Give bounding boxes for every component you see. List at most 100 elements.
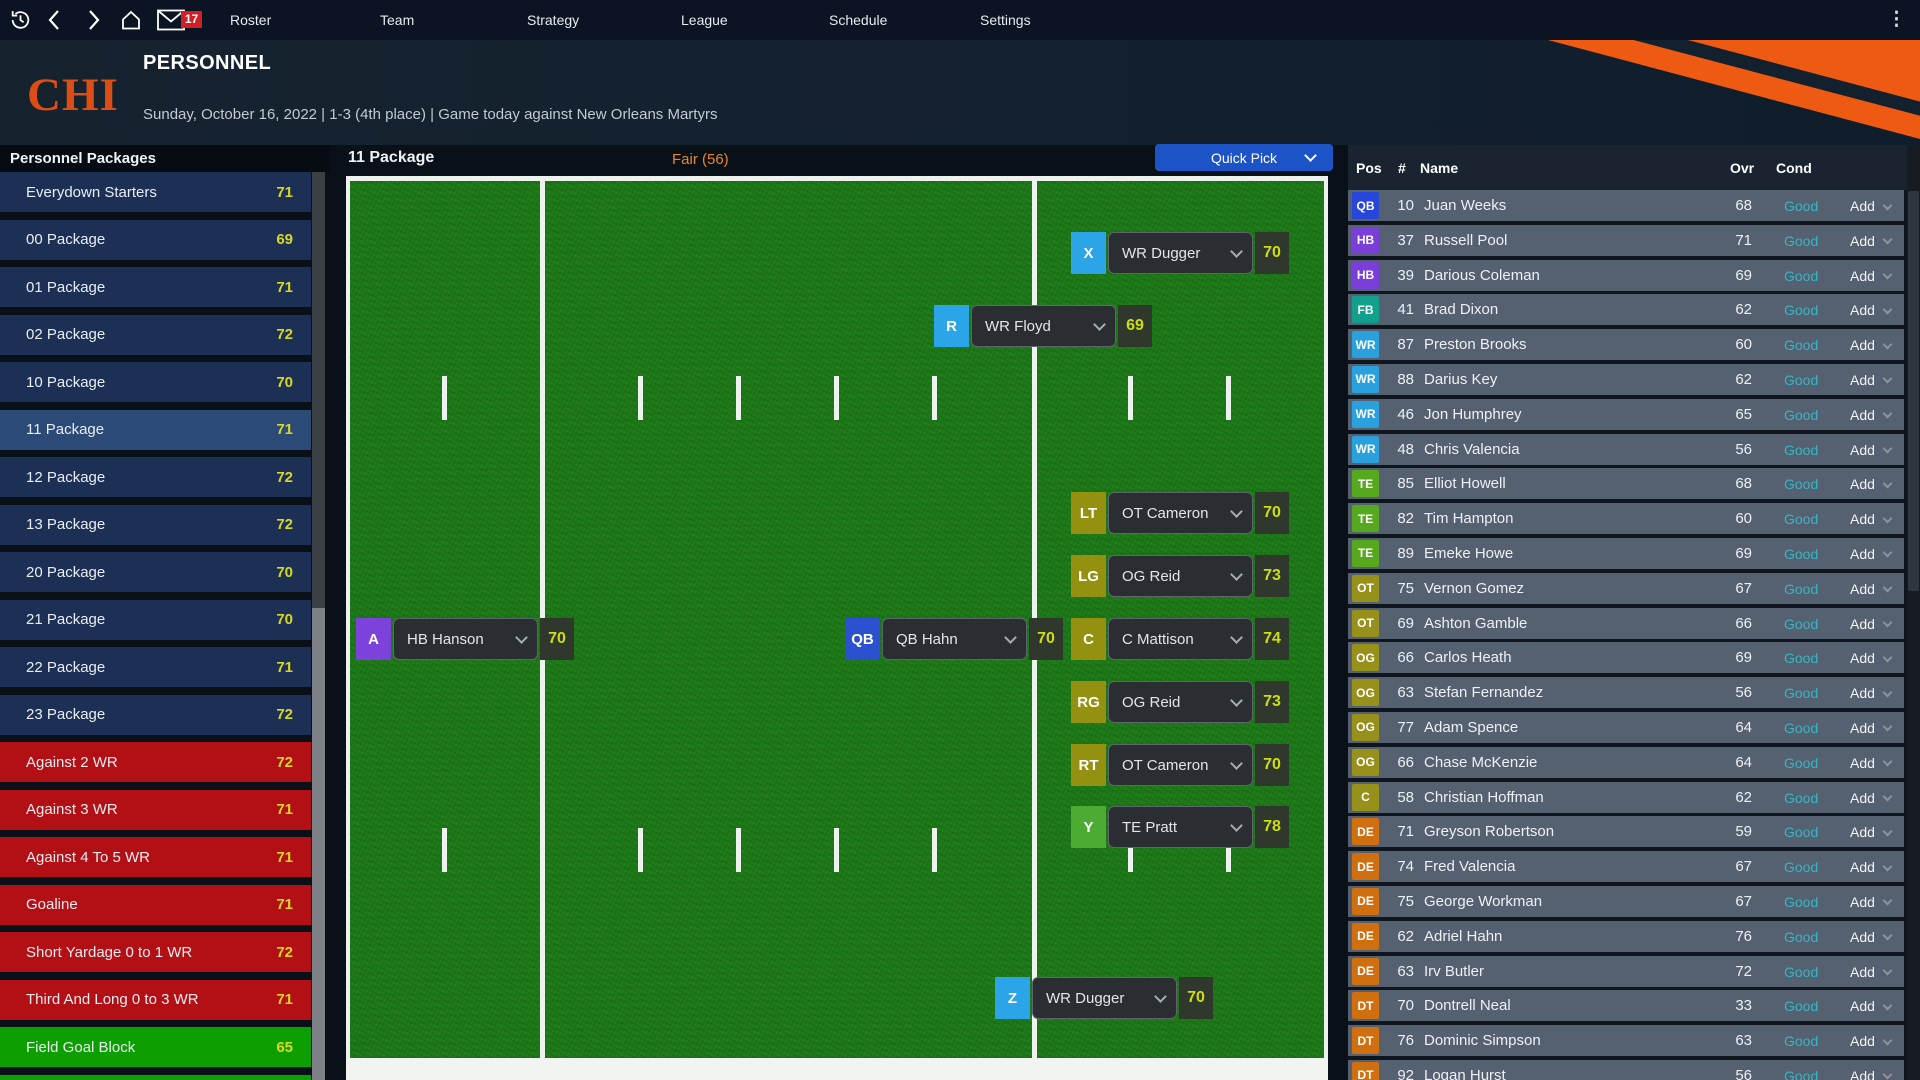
player-select[interactable]: WR Dugger	[1108, 232, 1253, 274]
package-item[interactable]: 00 Package 69	[0, 219, 311, 260]
add-button[interactable]: Add	[1850, 1033, 1893, 1049]
package-item[interactable]: 22 Package 71	[0, 647, 311, 687]
roster-row[interactable]: TE 85 Elliot Howell 68 Good Add	[1348, 468, 1904, 500]
package-item[interactable]: Everydown Starters 71	[0, 172, 311, 212]
package-item[interactable]: 12 Package 72	[0, 457, 311, 497]
add-button[interactable]: Add	[1850, 268, 1893, 284]
player-select[interactable]: WR Floyd	[971, 305, 1116, 347]
roster-row[interactable]: FB 41 Brad Dixon 62 Good Add	[1348, 294, 1904, 326]
add-button[interactable]: Add	[1850, 964, 1893, 980]
roster-row[interactable]: DT 70 Dontrell Neal 33 Good Add	[1348, 990, 1904, 1022]
package-item[interactable]: Field Goal Block 65	[0, 1027, 311, 1067]
player-select[interactable]: QB Hahn	[882, 618, 1027, 660]
home-icon[interactable]	[119, 8, 143, 32]
add-button[interactable]: Add	[1850, 998, 1893, 1014]
add-button[interactable]: Add	[1850, 337, 1893, 353]
player-select[interactable]: OT Cameron	[1108, 492, 1253, 534]
forward-icon[interactable]	[87, 9, 101, 31]
roster-row[interactable]: WR 46 Jon Humphrey 65 Good Add	[1348, 398, 1904, 430]
roster-row[interactable]: DT 92 Logan Hurst 56 Good Add	[1348, 1059, 1904, 1080]
roster-row[interactable]: DT 76 Dominic Simpson 63 Good Add	[1348, 1025, 1904, 1057]
add-button[interactable]: Add	[1850, 824, 1893, 840]
package-item[interactable]: Short Yardage 0 to 1 WR 72	[0, 932, 311, 972]
roster-row[interactable]: WR 87 Preston Brooks 60 Good Add	[1348, 329, 1904, 361]
add-button[interactable]: Add	[1850, 894, 1893, 910]
roster-row[interactable]: HB 39 Darious Coleman 69 Good Add	[1348, 259, 1904, 291]
add-button[interactable]: Add	[1850, 372, 1893, 388]
nav-item-team[interactable]: Team	[380, 12, 415, 28]
roster-row[interactable]: OG 63 Stefan Fernandez 56 Good Add	[1348, 677, 1904, 709]
package-item[interactable]	[0, 1074, 311, 1080]
roster-row[interactable]: DE 62 Adriel Hahn 76 Good Add	[1348, 920, 1904, 952]
roster-row[interactable]: WR 88 Darius Key 62 Good Add	[1348, 363, 1904, 395]
nav-item-schedule[interactable]: Schedule	[829, 12, 888, 28]
add-button[interactable]: Add	[1850, 1068, 1893, 1080]
roster-row[interactable]: DE 74 Fred Valencia 67 Good Add	[1348, 851, 1904, 883]
roster-row[interactable]: TE 82 Tim Hampton 60 Good Add	[1348, 503, 1904, 535]
player-select[interactable]: OG Reid	[1108, 555, 1253, 597]
nav-item-league[interactable]: League	[681, 12, 728, 28]
package-item[interactable]: Against 4 To 5 WR 71	[0, 837, 311, 877]
add-button[interactable]: Add	[1850, 442, 1893, 458]
roster-row[interactable]: TE 89 Emeke Howe 69 Good Add	[1348, 537, 1904, 569]
add-button[interactable]: Add	[1850, 476, 1893, 492]
package-item[interactable]: 20 Package 70	[0, 552, 311, 592]
nav-item-roster[interactable]: Roster	[230, 12, 272, 28]
player-select[interactable]: HB Hanson	[393, 618, 538, 660]
package-item[interactable]: Against 2 WR 72	[0, 742, 311, 782]
roster-row[interactable]: C 58 Christian Hoffman 62 Good Add	[1348, 781, 1904, 813]
roster-row[interactable]: OG 66 Chase McKenzie 64 Good Add	[1348, 746, 1904, 778]
roster-scrollbar[interactable]	[1907, 145, 1920, 1080]
add-button[interactable]: Add	[1850, 929, 1893, 945]
add-button[interactable]: Add	[1850, 302, 1893, 318]
package-item[interactable]: 11 Package 71	[0, 409, 311, 450]
add-button[interactable]: Add	[1850, 616, 1893, 632]
roster-row[interactable]: OG 66 Carlos Heath 69 Good Add	[1348, 642, 1904, 674]
nav-item-settings[interactable]: Settings	[980, 12, 1031, 28]
add-button[interactable]: Add	[1850, 546, 1893, 562]
player-name: Darious Coleman	[1424, 266, 1540, 284]
roster-row[interactable]: DE 71 Greyson Robertson 59 Good Add	[1348, 816, 1904, 848]
player-select[interactable]: OG Reid	[1108, 681, 1253, 723]
package-item[interactable]: Against 3 WR 71	[0, 789, 311, 830]
kebab-menu-icon[interactable]: ⋮	[1887, 9, 1906, 30]
roster-row[interactable]: OG 77 Adam Spence 64 Good Add	[1348, 711, 1904, 743]
add-button[interactable]: Add	[1850, 790, 1893, 806]
package-item[interactable]: 10 Package 70	[0, 362, 311, 402]
player-select[interactable]: WR Dugger	[1032, 977, 1177, 1019]
player-select[interactable]: C Mattison	[1108, 618, 1253, 660]
history-icon[interactable]	[8, 8, 33, 33]
roster-scrollbar-thumb[interactable]	[1908, 191, 1919, 591]
package-item[interactable]: 21 Package 70	[0, 599, 311, 640]
add-button[interactable]: Add	[1850, 198, 1893, 214]
package-item[interactable]: 01 Package 71	[0, 267, 311, 307]
package-item[interactable]: Goaline 71	[0, 884, 311, 925]
quick-pick-button[interactable]: Quick Pick	[1155, 144, 1333, 171]
package-item[interactable]: 13 Package 72	[0, 504, 311, 545]
add-button[interactable]: Add	[1850, 511, 1893, 527]
add-button[interactable]: Add	[1850, 233, 1893, 249]
roster-row[interactable]: OT 75 Vernon Gomez 67 Good Add	[1348, 572, 1904, 604]
add-button[interactable]: Add	[1850, 407, 1893, 423]
jersey-number: 71	[1397, 823, 1414, 841]
package-item[interactable]: Third And Long 0 to 3 WR 71	[0, 979, 311, 1020]
roster-row[interactable]: OT 69 Ashton Gamble 66 Good Add	[1348, 607, 1904, 639]
roster-row[interactable]: DE 75 George Workman 67 Good Add	[1348, 885, 1904, 917]
player-select[interactable]: TE Pratt	[1108, 806, 1253, 848]
nav-item-strategy[interactable]: Strategy	[527, 12, 580, 28]
package-item[interactable]: 02 Package 72	[0, 314, 311, 355]
sidebar-scrollbar[interactable]	[312, 172, 325, 1080]
add-button[interactable]: Add	[1850, 650, 1893, 666]
add-button[interactable]: Add	[1850, 581, 1893, 597]
back-icon[interactable]	[47, 9, 61, 31]
package-item[interactable]: 23 Package 72	[0, 694, 311, 735]
roster-row[interactable]: HB 37 Russell Pool 71 Good Add	[1348, 224, 1904, 256]
add-button[interactable]: Add	[1850, 859, 1893, 875]
add-button[interactable]: Add	[1850, 720, 1893, 736]
player-select[interactable]: OT Cameron	[1108, 744, 1253, 786]
roster-row[interactable]: WR 48 Chris Valencia 56 Good Add	[1348, 433, 1904, 465]
add-button[interactable]: Add	[1850, 755, 1893, 771]
add-button[interactable]: Add	[1850, 685, 1893, 701]
roster-row[interactable]: QB 10 Juan Weeks 68 Good Add	[1348, 190, 1904, 221]
roster-row[interactable]: DE 63 Irv Butler 72 Good Add	[1348, 955, 1904, 987]
